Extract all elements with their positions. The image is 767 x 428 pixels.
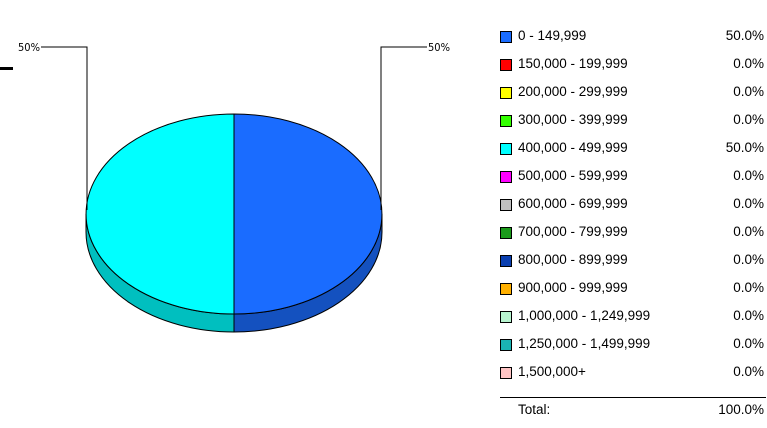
- legend-value: 0.0%: [733, 224, 764, 239]
- legend-label: 1,500,000+: [518, 364, 586, 379]
- legend-value: 0.0%: [733, 56, 764, 71]
- legend-value: 0.0%: [733, 252, 764, 267]
- slice-leader-line-1: [41, 46, 88, 210]
- legend-item: 0 - 149,999 50.0%: [500, 27, 766, 55]
- legend-value: 0.0%: [733, 84, 764, 99]
- legend-label: 700,000 - 799,999: [518, 224, 628, 239]
- legend-label: 400,000 - 499,999: [518, 140, 628, 155]
- legend-value: 0.0%: [733, 308, 764, 323]
- legend-swatch: [500, 87, 512, 99]
- legend-item: 600,000 - 699,999 0.0%: [500, 195, 766, 223]
- pie-slice-4: [85, 113, 235, 315]
- legend-swatch: [500, 367, 512, 379]
- legend-label: 300,000 - 399,999: [518, 112, 628, 127]
- legend-item: 1,250,000 - 1,499,999 0.0%: [500, 335, 766, 363]
- legend-item: 150,000 - 199,999 0.0%: [500, 55, 766, 83]
- legend-swatch: [500, 339, 512, 351]
- slice-label-1: 50%: [18, 41, 40, 54]
- legend-swatch: [500, 171, 512, 183]
- legend-value: 50.0%: [725, 28, 764, 43]
- legend-label: 800,000 - 899,999: [518, 252, 628, 267]
- legend-value: 0.0%: [733, 280, 764, 295]
- pie-slice-0: [233, 113, 383, 315]
- legend-item: 400,000 - 499,999 50.0%: [500, 139, 766, 167]
- legend-item: 700,000 - 799,999 0.0%: [500, 223, 766, 251]
- slice-leader-line-0: [380, 46, 427, 210]
- legend-item: 1,500,000+ 0.0%: [500, 363, 766, 391]
- legend-item: 300,000 - 399,999 0.0%: [500, 111, 766, 139]
- legend-value: 0.0%: [733, 112, 764, 127]
- legend-swatch: [500, 59, 512, 71]
- legend-total-row: Total: 100.0%: [500, 397, 766, 428]
- legend-swatch: [500, 311, 512, 323]
- legend-item: 200,000 - 299,999 0.0%: [500, 83, 766, 111]
- legend-swatch: [500, 143, 512, 155]
- legend: 0 - 149,999 50.0% 150,000 - 199,999 0.0% 200…: [500, 27, 766, 391]
- legend-swatch: [500, 255, 512, 267]
- legend-total-label: Total:: [518, 402, 551, 417]
- legend-swatch: [500, 227, 512, 239]
- legend-value: 0.0%: [733, 196, 764, 211]
- legend-value: 0.0%: [733, 336, 764, 351]
- legend-label: 500,000 - 599,999: [518, 168, 628, 183]
- legend-swatch: [500, 283, 512, 295]
- legend-label: 150,000 - 199,999: [518, 56, 628, 71]
- legend-label: 900,000 - 999,999: [518, 280, 628, 295]
- legend-label: 1,250,000 - 1,499,999: [518, 336, 651, 351]
- legend-item: 500,000 - 599,999 0.0%: [500, 167, 766, 195]
- legend-value: 0.0%: [733, 364, 764, 379]
- legend-value: 50.0%: [725, 140, 764, 155]
- legend-label: 0 - 149,999: [518, 28, 587, 43]
- legend-label: 1,000,000 - 1,249,999: [518, 308, 651, 323]
- legend-swatch: [500, 199, 512, 211]
- legend-swatch: [500, 31, 512, 43]
- slice-label-0: 50%: [428, 41, 450, 54]
- legend-item: 800,000 - 899,999 0.0%: [500, 251, 766, 279]
- legend-item: 1,000,000 - 1,249,999 0.0%: [500, 307, 766, 335]
- legend-item: 900,000 - 999,999 0.0%: [500, 279, 766, 307]
- legend-label: 200,000 - 299,999: [518, 84, 628, 99]
- pie-chart: 50% 50%: [18, 41, 450, 333]
- legend-swatch: [500, 115, 512, 127]
- legend-value: 0.0%: [733, 168, 764, 183]
- corner-mark: [0, 67, 13, 70]
- legend-label: 600,000 - 699,999: [518, 196, 628, 211]
- legend-total-value: 100.0%: [718, 402, 764, 417]
